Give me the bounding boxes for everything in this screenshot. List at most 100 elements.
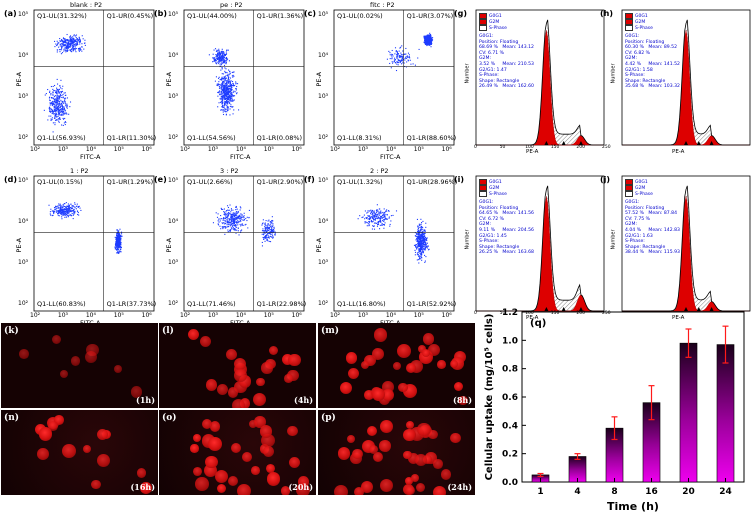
scatter-point bbox=[226, 80, 228, 82]
scatter-point bbox=[418, 247, 420, 250]
scatter-point bbox=[231, 94, 233, 96]
scatter-point bbox=[221, 48, 223, 50]
scatter-point bbox=[217, 224, 220, 226]
scatter-point bbox=[222, 62, 224, 64]
cell bbox=[113, 364, 122, 373]
scatter-point bbox=[114, 247, 116, 249]
scatter-point bbox=[234, 218, 237, 220]
scatter-point bbox=[115, 241, 117, 243]
scatter-point bbox=[229, 85, 231, 87]
scatter-point bbox=[228, 209, 230, 211]
scatter-point bbox=[241, 214, 243, 216]
scatter-point bbox=[390, 55, 392, 57]
scatter-point bbox=[60, 213, 62, 215]
peak-marker-icon bbox=[696, 307, 701, 311]
scatter-point bbox=[49, 96, 51, 98]
scatter-point bbox=[234, 215, 236, 217]
scatter-point bbox=[368, 210, 370, 212]
scatter-point bbox=[238, 109, 240, 111]
scatter-point bbox=[229, 102, 231, 104]
stats-line: 60.30 % Mean: 89.52 bbox=[625, 45, 678, 51]
scatter-point bbox=[70, 49, 72, 52]
scatter-point bbox=[220, 109, 222, 111]
scatter-point bbox=[64, 39, 67, 41]
scatter-point bbox=[231, 89, 233, 91]
scatter-point bbox=[71, 40, 73, 42]
cell bbox=[36, 448, 49, 460]
scatter-point bbox=[222, 218, 224, 220]
scatter-point bbox=[264, 225, 266, 228]
y-axis-label: PE-A bbox=[15, 237, 24, 253]
y-tick-label: 0.2 bbox=[502, 450, 518, 460]
scatter-point bbox=[64, 208, 66, 210]
scatter-point bbox=[77, 206, 79, 209]
scatter-point bbox=[59, 105, 62, 107]
scatter-point bbox=[57, 103, 60, 105]
scatter-point bbox=[416, 237, 418, 239]
scatter-point bbox=[244, 224, 246, 226]
scatter-point bbox=[117, 242, 119, 244]
scatter-point bbox=[70, 38, 72, 40]
scatter-point bbox=[225, 87, 227, 89]
scatter-point bbox=[119, 241, 121, 243]
scatter-point bbox=[272, 235, 274, 237]
scatter-point bbox=[229, 213, 232, 215]
scatter-point bbox=[223, 104, 225, 106]
panel-title: 2 : P2 bbox=[370, 167, 389, 175]
cell bbox=[380, 478, 394, 492]
scatter-point bbox=[72, 37, 74, 39]
scatter-point bbox=[231, 216, 233, 218]
scatter-point bbox=[369, 215, 371, 217]
scatter-point bbox=[371, 213, 373, 215]
scatter-point bbox=[55, 101, 57, 104]
scatter-point bbox=[371, 221, 373, 223]
scatter-point bbox=[60, 214, 62, 216]
panel-label: (p) bbox=[321, 413, 336, 423]
scatter-point bbox=[231, 90, 233, 92]
scatter-point bbox=[70, 207, 72, 209]
scatter-point bbox=[366, 217, 368, 219]
scatter-point bbox=[396, 56, 398, 58]
scatter-point bbox=[231, 84, 233, 86]
scatter-point bbox=[237, 224, 239, 226]
scatter-point bbox=[235, 212, 237, 214]
scatter-point bbox=[397, 64, 399, 66]
cell bbox=[228, 475, 239, 486]
scatter-point bbox=[418, 235, 420, 237]
scatter-point bbox=[50, 115, 52, 117]
scatter-point bbox=[218, 93, 221, 95]
scatter-point bbox=[428, 248, 430, 250]
histogram-legend: G0G1 G2M S-Phase bbox=[479, 179, 507, 197]
scatter-point bbox=[269, 232, 271, 235]
x-tick-label: 200 bbox=[576, 311, 585, 316]
scatter-point bbox=[216, 56, 219, 58]
scatter-point bbox=[421, 237, 423, 239]
scatter-point bbox=[227, 88, 230, 90]
scatter-point bbox=[271, 229, 273, 231]
scatter-point bbox=[61, 94, 63, 97]
scatter-point bbox=[65, 39, 67, 41]
scatter-point bbox=[406, 55, 408, 57]
scatter-point bbox=[405, 47, 407, 50]
scatter-point bbox=[388, 50, 390, 52]
scatter-point bbox=[404, 57, 406, 59]
scatter-point bbox=[415, 232, 417, 234]
x-tick-label: 10⁵ bbox=[113, 146, 124, 153]
scatter-point bbox=[224, 217, 226, 219]
scatter-point bbox=[53, 97, 55, 99]
scatter-point bbox=[395, 50, 397, 52]
scatter-point bbox=[51, 97, 53, 99]
scatter-point bbox=[62, 214, 64, 216]
scatter-point bbox=[423, 245, 425, 247]
scatter-point bbox=[221, 96, 224, 98]
scatter-point bbox=[364, 221, 366, 223]
y-tick-label: 10⁵ bbox=[18, 11, 29, 19]
scatter-point bbox=[230, 218, 232, 220]
scatter-point bbox=[231, 96, 233, 98]
x-tick-label: 150 bbox=[550, 145, 560, 150]
scatter-point bbox=[65, 210, 67, 212]
scatter-point bbox=[59, 96, 61, 98]
scatter-point bbox=[432, 37, 434, 39]
scatter-point bbox=[220, 93, 222, 95]
quadrant-ur: Q1-UR(0.45%) bbox=[106, 12, 154, 20]
